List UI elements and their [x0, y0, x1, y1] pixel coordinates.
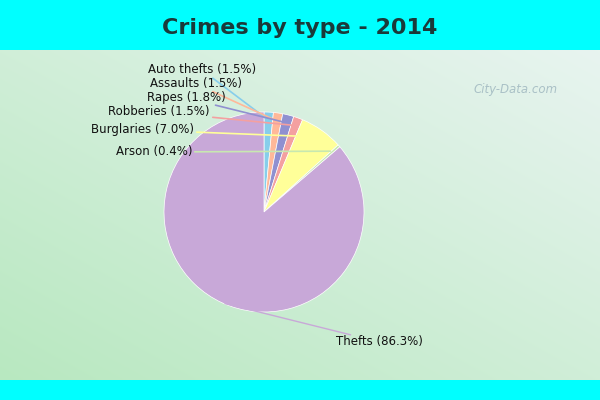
- Text: Thefts (86.3%): Thefts (86.3%): [225, 304, 423, 348]
- Text: Robberies (1.5%): Robberies (1.5%): [109, 106, 293, 125]
- Text: Auto thefts (1.5%): Auto thefts (1.5%): [148, 64, 266, 118]
- Text: Assaults (1.5%): Assaults (1.5%): [150, 78, 274, 120]
- Wedge shape: [264, 145, 340, 212]
- Text: Rapes (1.8%): Rapes (1.8%): [147, 92, 284, 122]
- Wedge shape: [264, 112, 274, 212]
- Wedge shape: [264, 112, 283, 212]
- Text: Arson (0.4%): Arson (0.4%): [115, 146, 330, 158]
- Wedge shape: [264, 114, 294, 212]
- Text: City-Data.com: City-Data.com: [474, 83, 558, 96]
- Text: Burglaries (7.0%): Burglaries (7.0%): [91, 124, 314, 137]
- Wedge shape: [164, 112, 364, 312]
- Text: Crimes by type - 2014: Crimes by type - 2014: [163, 18, 437, 38]
- Wedge shape: [264, 120, 338, 212]
- Wedge shape: [264, 116, 302, 212]
